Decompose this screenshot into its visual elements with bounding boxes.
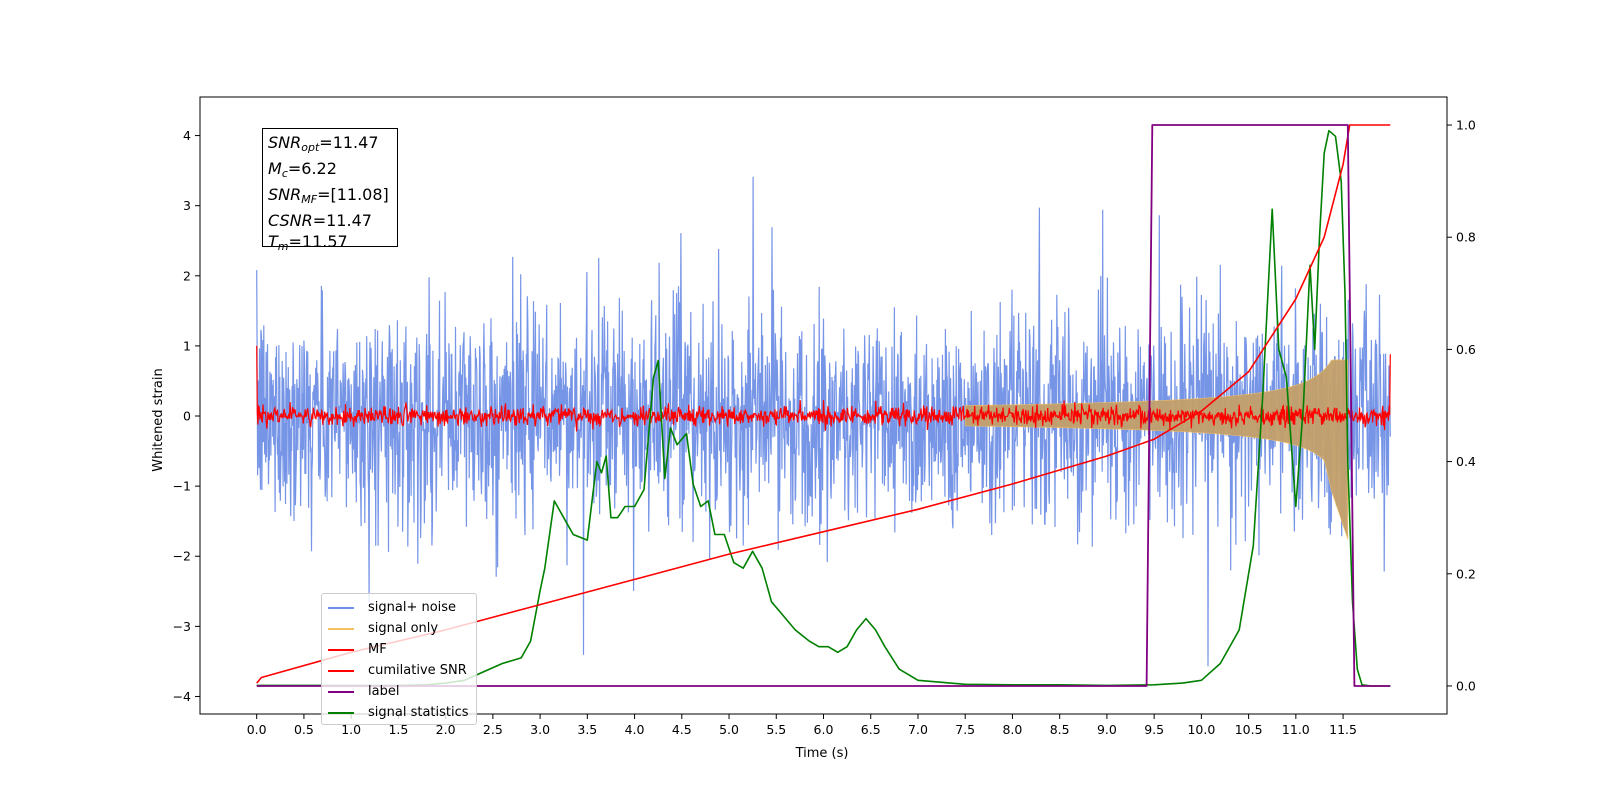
x-tick-label: 10.0 <box>1187 722 1215 737</box>
x-tick-label: 10.5 <box>1235 722 1263 737</box>
legend-label-signal-noise: signal+ noise <box>368 600 457 615</box>
x-tick-label: 11.5 <box>1329 722 1357 737</box>
x-tick-label: 11.0 <box>1282 722 1310 737</box>
legend-label-cumulative-snr: cumilative SNR <box>368 663 467 678</box>
stats-line-mc: Mc=6.22 <box>268 159 337 180</box>
x-tick-label: 2.5 <box>483 722 503 737</box>
legend-swatch-signal-only <box>328 627 354 630</box>
x-tick-label: 1.0 <box>341 722 361 737</box>
plot-area <box>256 124 1391 687</box>
x-tick-label: 8.0 <box>1002 722 1022 737</box>
legend-label-mf: MF <box>368 642 387 657</box>
y2-tick-label: 1.0 <box>1456 118 1476 133</box>
x-tick-label: 8.5 <box>1050 722 1070 737</box>
y-tick-label: 2 <box>183 268 191 283</box>
y-tick-label: −3 <box>173 619 191 634</box>
y-tick-label: −1 <box>173 479 191 494</box>
legend-item-cumulative-snr: cumilative SNR <box>328 660 470 681</box>
x-tick-label: 4.5 <box>672 722 692 737</box>
y-tick-label: 4 <box>183 128 191 143</box>
legend-item-signal-noise: signal+ noise <box>328 597 470 618</box>
y2-tick-label: 0.8 <box>1456 230 1476 245</box>
y-tick-label: −2 <box>173 549 191 564</box>
x-tick-label: 0.5 <box>294 722 314 737</box>
stats-line-tm: Tm=11.57 <box>268 232 348 253</box>
signal-noise-line <box>256 176 1391 667</box>
legend-item-signal-statistics: signal statistics <box>328 702 470 723</box>
stats-line-snr-mf: SNRMF=[11.08] <box>268 185 389 206</box>
legend-item-label: label <box>328 681 470 702</box>
legend-swatch-cumulative-snr <box>328 669 354 672</box>
x-tick-label: 2.0 <box>436 722 456 737</box>
legend-swatch-label <box>328 690 354 693</box>
y-axis-left: −4 −3 −2 −1 0 1 2 3 4 <box>173 128 200 704</box>
legend-swatch-signal-noise <box>328 606 354 609</box>
x-tick-label: 5.5 <box>766 722 786 737</box>
x-tick-label: 4.0 <box>625 722 645 737</box>
stats-line-snr-opt: SNRopt=11.47 <box>268 133 379 154</box>
signal-statistics-line <box>256 129 1391 687</box>
x-tick-label: 3.5 <box>577 722 597 737</box>
y-tick-label: 3 <box>183 198 191 213</box>
x-tick-label: 3.0 <box>530 722 550 737</box>
mf-line <box>256 345 1391 432</box>
y-tick-label: −4 <box>173 689 191 704</box>
x-tick-label: 0.0 <box>247 722 267 737</box>
y2-tick-label: 0.6 <box>1456 342 1476 357</box>
x-tick-label: 9.5 <box>1144 722 1164 737</box>
legend-swatch-mf <box>328 648 354 651</box>
plot-clip-group <box>256 124 1391 687</box>
y-axis-label: Whitened strain <box>151 368 166 471</box>
y-tick-label: 1 <box>183 338 191 353</box>
legend-item-signal-only: signal only <box>328 618 470 639</box>
x-tick-label: 7.0 <box>908 722 928 737</box>
x-axis: 0.0 0.5 1.0 1.5 2.0 2.5 3.0 3.5 4.0 4.5 5.0 5.5 6.0 6… <box>247 714 1357 737</box>
legend-label-label: label <box>368 684 400 699</box>
y2-tick-label: 0.2 <box>1456 566 1476 581</box>
label-line <box>256 124 1391 687</box>
x-tick-label: 6.0 <box>814 722 834 737</box>
x-axis-label: Time (s) <box>795 746 849 761</box>
legend: signal+ noise signal only MF cumilative … <box>321 593 477 725</box>
stats-line-csnr: CSNR=11.47 <box>268 211 372 230</box>
y2-tick-label: 0.4 <box>1456 454 1476 469</box>
signal-only-band <box>964 359 1349 540</box>
y2-tick-label: 0.0 <box>1456 678 1476 693</box>
x-tick-label: 9.0 <box>1097 722 1117 737</box>
legend-label-signal-only: signal only <box>368 621 439 636</box>
x-tick-label: 1.5 <box>388 722 408 737</box>
y-tick-label: 0 <box>183 409 191 424</box>
legend-label-signal-statistics: signal statistics <box>368 705 469 720</box>
legend-swatch-signal-statistics <box>328 711 354 714</box>
x-tick-label: 7.5 <box>955 722 975 737</box>
stats-annotation-box: SNRopt=11.47 Mc=6.22 SNRMF=[11.08] CSNR=… <box>262 128 398 253</box>
legend-item-mf: MF <box>328 639 470 660</box>
x-tick-label: 6.5 <box>861 722 881 737</box>
x-tick-label: 5.0 <box>719 722 739 737</box>
y-axis-right: 0.0 0.2 0.4 0.6 0.8 1.0 <box>1447 118 1476 693</box>
